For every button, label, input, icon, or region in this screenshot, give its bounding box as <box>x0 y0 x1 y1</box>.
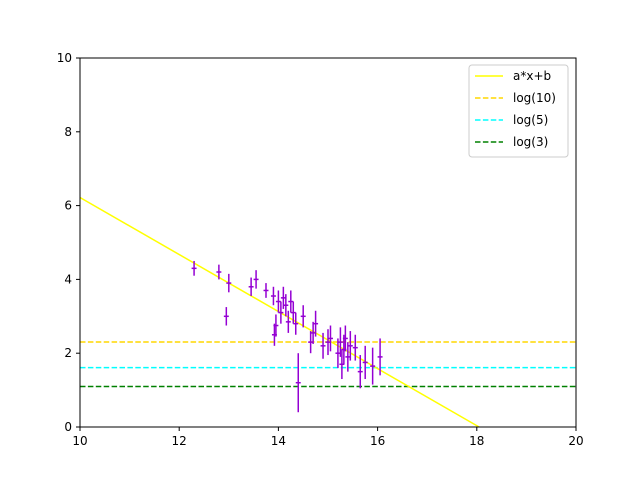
data-point-7 <box>263 283 269 298</box>
data-point-10 <box>273 314 279 337</box>
y-tick-label: 6 <box>64 199 72 213</box>
data-point-16 <box>288 290 294 313</box>
legend-label: a*x+b <box>513 69 551 83</box>
data-point-8 <box>270 286 276 306</box>
legend-entry-2: log(10) <box>475 91 556 105</box>
data-point-17 <box>290 301 296 324</box>
data-point-28 <box>337 327 343 357</box>
data-point-19 <box>295 353 301 413</box>
data-point-38 <box>377 338 383 376</box>
data-point-15 <box>285 310 291 333</box>
legend-label: log(5) <box>513 113 548 127</box>
data-point-18 <box>293 312 299 335</box>
x-tick-label: 14 <box>271 434 286 448</box>
data-point-6 <box>253 270 259 289</box>
legend: a*x+b log(10) log(5) log(3) <box>468 64 569 158</box>
y-tick-label: 0 <box>64 420 72 434</box>
data-point-22 <box>310 321 316 344</box>
data-point-34 <box>352 334 358 361</box>
data-point-2 <box>216 264 222 280</box>
legend-entry-3: log(5) <box>475 113 548 127</box>
legend-box <box>468 64 569 158</box>
data-point-32 <box>345 342 351 372</box>
data-point-12 <box>278 301 284 324</box>
data-point-21 <box>308 331 314 354</box>
data-point-27 <box>335 338 341 368</box>
y-tick-label: 10 <box>57 51 72 65</box>
data-point-33 <box>347 331 353 361</box>
x-tick-label: 20 <box>568 434 583 448</box>
y-tick-label: 2 <box>64 346 72 360</box>
x-tick-label: 10 <box>72 434 87 448</box>
data-point-14 <box>283 294 289 317</box>
y-tick-label: 8 <box>64 125 72 139</box>
data-point-37 <box>370 347 376 385</box>
legend-label: log(10) <box>513 91 556 105</box>
legend-entry-1: a*x+b <box>475 69 551 83</box>
x-tick-label: 12 <box>172 434 187 448</box>
data-point-4 <box>226 273 232 293</box>
data-point-31 <box>342 325 348 352</box>
data-point-24 <box>320 332 326 359</box>
data-point-5 <box>248 277 254 297</box>
plot-frame <box>79 57 577 428</box>
data-point-25 <box>325 329 331 356</box>
x-tick-label: 18 <box>469 434 484 448</box>
data-point-3 <box>223 307 229 326</box>
data-point-11 <box>275 290 281 313</box>
data-point-35 <box>357 355 363 389</box>
y-tick-label: 4 <box>64 272 72 286</box>
legend-entry-4: log(3) <box>475 135 548 149</box>
data-point-26 <box>328 325 333 352</box>
data-point-20 <box>300 305 306 328</box>
data-point-1 <box>191 260 197 276</box>
data-point-36 <box>362 345 368 380</box>
legend-label: log(3) <box>513 135 548 149</box>
data-points <box>191 260 383 413</box>
data-point-23 <box>313 310 319 337</box>
x-tick-label: 16 <box>370 434 385 448</box>
y-axis: 0 2 4 6 8 10 <box>57 51 80 434</box>
x-axis: 10 12 14 16 18 20 <box>72 427 584 448</box>
